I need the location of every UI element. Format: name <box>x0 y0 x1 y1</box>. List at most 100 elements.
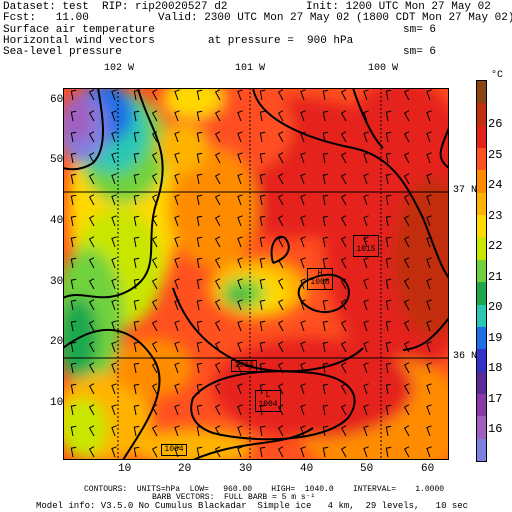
pressure-value: 1004 <box>164 445 184 454</box>
wind-barb <box>174 89 180 101</box>
wind-barb <box>322 236 329 248</box>
colorbar-swatch <box>477 103 486 127</box>
wind-barb <box>70 404 77 416</box>
y-tick-label: 10 <box>50 397 64 409</box>
wind-barb <box>174 362 180 374</box>
wind-barb <box>340 404 347 416</box>
wind-barb <box>340 152 347 164</box>
wind-barb <box>111 152 117 164</box>
wind-barb <box>363 341 369 353</box>
wind-barb <box>340 341 347 353</box>
wind-barb <box>214 320 221 332</box>
wind-barb <box>300 131 306 143</box>
wind-barb <box>196 299 203 311</box>
wind-barb <box>196 89 203 101</box>
wind-barb <box>259 404 266 416</box>
wind-barb <box>363 236 369 248</box>
wind-barb <box>259 299 266 311</box>
wind-barb <box>259 425 266 437</box>
pressure-value: 1008 <box>310 278 330 287</box>
colorbar-swatch <box>477 259 486 283</box>
wind-barb <box>403 236 410 248</box>
colorbar-label: 23 <box>488 208 503 223</box>
wind-barb <box>237 320 243 332</box>
wind-barb <box>363 173 369 185</box>
wind-barb <box>88 299 95 311</box>
wind-barb <box>340 383 347 395</box>
wind-barb <box>111 425 117 437</box>
y-tick-label: 30 <box>50 276 64 288</box>
init-label: Init: 1200 UTC Mon 27 May 02 <box>306 1 491 13</box>
wind-barb <box>151 404 158 416</box>
wind-barb <box>259 446 266 458</box>
wind-barb <box>340 89 347 101</box>
wind-barb <box>196 257 203 269</box>
wind-barb <box>403 215 410 227</box>
colorbar-swatch <box>477 237 486 261</box>
wind-barb <box>385 425 392 437</box>
wind-barb <box>70 215 77 227</box>
wind-barb <box>196 362 203 374</box>
wind-barb <box>174 404 180 416</box>
wind-barb <box>174 341 180 353</box>
wind-barb <box>385 236 392 248</box>
wind-barb <box>322 341 329 353</box>
smoothing-label-1: sm= 6 <box>403 24 437 36</box>
x-tick-label: 60 <box>421 463 435 475</box>
wind-barb <box>151 446 158 458</box>
field-surface-temp: Surface air temperature <box>3 24 155 36</box>
wind-barb <box>237 215 243 227</box>
wind-barb <box>277 278 284 290</box>
wind-barb <box>322 131 329 143</box>
wind-barb <box>363 404 369 416</box>
wind-barb <box>133 446 140 458</box>
x-tick-label: 20 <box>178 463 192 475</box>
wind-barb <box>277 446 284 458</box>
wind-barb <box>385 215 392 227</box>
wind-barb <box>151 215 158 227</box>
colorbar-swatch <box>477 170 486 194</box>
wind-barb <box>237 236 243 248</box>
wind-barb <box>322 320 329 332</box>
wind-barb <box>363 446 369 458</box>
wind-barb <box>88 362 95 374</box>
colorbar-swatch <box>477 81 486 104</box>
wind-barb <box>214 299 221 311</box>
wind-barb <box>174 320 180 332</box>
wind-barb <box>340 299 347 311</box>
wind-barb <box>340 236 347 248</box>
wind-barb <box>111 194 117 206</box>
x-tick-label: 30 <box>239 463 253 475</box>
wind-barb <box>88 383 95 395</box>
wind-barb <box>322 152 329 164</box>
pressure-low-box: L 1015 <box>353 235 379 257</box>
wind-barb <box>237 341 243 353</box>
x-tick-label: 10 <box>118 463 132 475</box>
wind-barb <box>70 446 77 458</box>
wind-barb <box>151 425 158 437</box>
wind-barb <box>277 194 284 206</box>
wind-barb <box>196 383 203 395</box>
wind-barb <box>237 110 243 122</box>
wind-barb <box>70 299 77 311</box>
wind-barb <box>151 236 158 248</box>
wind-barb <box>70 110 77 122</box>
wind-barb <box>259 194 266 206</box>
wind-barb <box>322 362 329 374</box>
wind-barb <box>300 320 306 332</box>
wind-barb <box>214 425 221 437</box>
wind-barbs <box>70 89 432 458</box>
wind-barb <box>363 425 369 437</box>
pressure-level-label: at pressure = 900 hPa <box>208 35 354 47</box>
wind-barb <box>70 89 77 101</box>
field-slp: Sea-level pressure <box>3 46 122 58</box>
wind-barb <box>340 215 347 227</box>
isobar-contour <box>270 235 290 264</box>
temperature-map-svg <box>63 88 449 460</box>
wind-barb <box>111 362 117 374</box>
wind-barb <box>174 425 180 437</box>
wind-barb <box>277 236 284 248</box>
wind-barb <box>88 446 95 458</box>
wind-barb <box>133 383 140 395</box>
wind-barb <box>363 362 369 374</box>
